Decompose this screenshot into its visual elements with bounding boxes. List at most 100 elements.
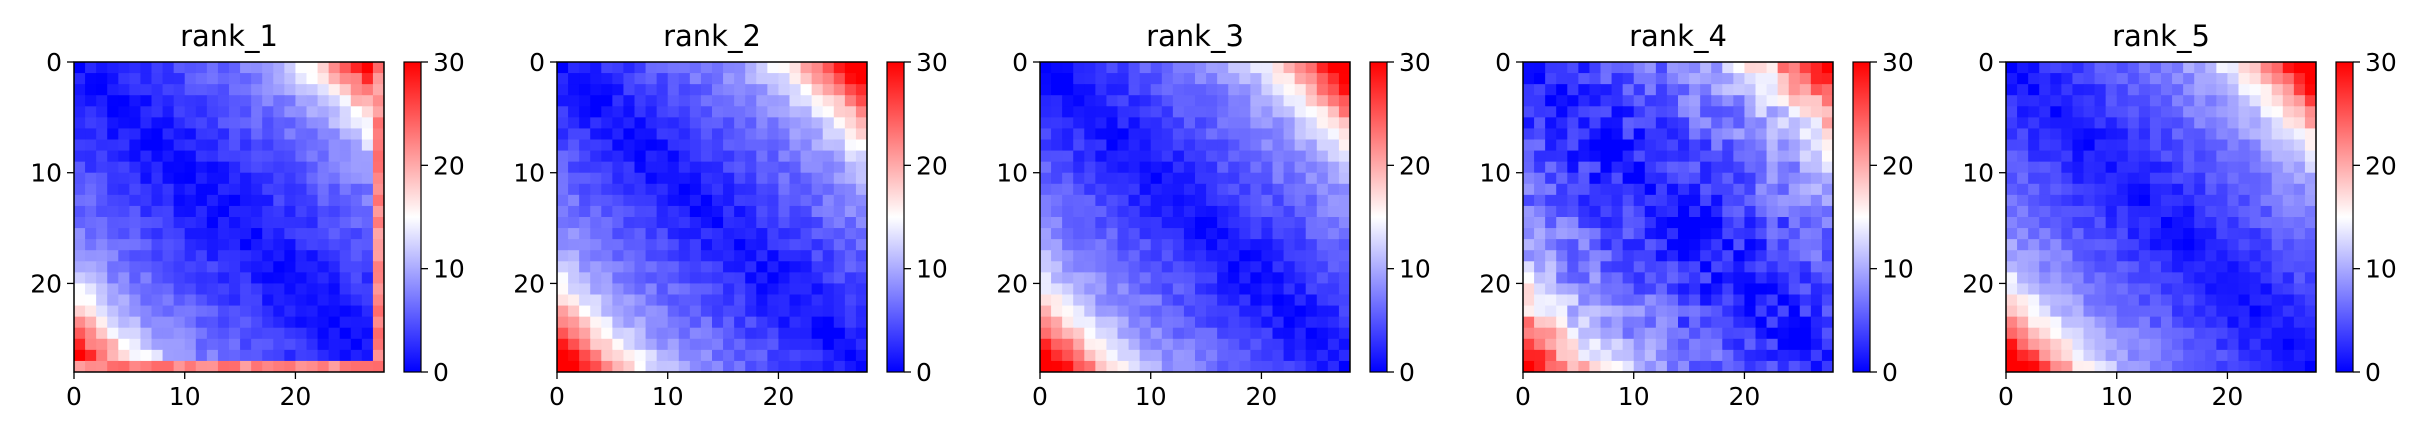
heatmap-cell — [1556, 360, 1568, 373]
heatmap-cell — [284, 283, 296, 295]
heatmap-cell — [1172, 338, 1185, 351]
heatmap-cell — [1294, 183, 1307, 196]
heatmap-cell — [689, 117, 702, 129]
heatmap-cell — [295, 183, 307, 196]
heatmap-cell — [206, 360, 219, 373]
heatmap-cell — [2105, 161, 2118, 174]
heatmap-cell — [634, 106, 647, 118]
heatmap-cell — [1567, 150, 1579, 163]
heatmap-cell — [1128, 183, 1141, 196]
heatmap-cell — [2194, 205, 2206, 218]
heatmap-cell — [1051, 305, 1063, 318]
heatmap-cell — [2194, 228, 2206, 240]
heatmap-cell — [623, 73, 635, 85]
heatmap-cell — [295, 150, 307, 163]
heatmap-cell — [306, 84, 319, 96]
heatmap-cell — [1228, 338, 1240, 351]
heatmap-cell — [1206, 205, 1218, 218]
heatmap-cell — [1172, 217, 1185, 229]
heatmap-cell — [723, 305, 735, 318]
heatmap-cell — [328, 62, 341, 74]
heatmap-cell — [140, 239, 152, 251]
heatmap-cell — [1239, 261, 1251, 273]
heatmap-cell — [1095, 294, 1107, 307]
heatmap-cell — [1172, 228, 1185, 240]
heatmap-cell — [2138, 228, 2151, 240]
heatmap-cell — [656, 228, 669, 240]
heatmap-cell — [295, 217, 307, 229]
heatmap-cell — [1040, 261, 1052, 273]
heatmap-cell — [162, 194, 175, 207]
heatmap-cell — [306, 172, 319, 185]
heatmap-cell — [1600, 139, 1613, 152]
heatmap-cell — [2006, 283, 2018, 295]
heatmap-cell — [723, 217, 735, 229]
heatmap-cell — [557, 205, 569, 218]
heatmap-cell — [1084, 294, 1096, 307]
heatmap-cell — [1689, 183, 1701, 196]
heatmap-cell — [295, 194, 307, 207]
heatmap-cell — [1700, 228, 1712, 240]
heatmap-cell — [2017, 139, 2029, 152]
heatmap-cell — [273, 205, 285, 218]
heatmap-cell — [1733, 194, 1745, 207]
heatmap-cell — [700, 228, 713, 240]
heatmap-cell — [568, 106, 580, 118]
heatmap-cell — [1777, 250, 1790, 262]
heatmap-cell — [1139, 305, 1152, 318]
heatmap-cell — [2105, 205, 2118, 218]
heatmap-cell — [590, 128, 602, 140]
heatmap-cell — [1523, 327, 1535, 340]
heatmap-cell — [195, 128, 208, 140]
heatmap-cell — [217, 73, 230, 85]
heatmap-cell — [74, 316, 86, 329]
heatmap-cell — [1600, 217, 1613, 229]
heatmap-cell — [1733, 183, 1745, 196]
heatmap-cell — [844, 106, 857, 118]
heatmap-cell — [184, 217, 197, 229]
heatmap-cell — [2072, 84, 2084, 96]
heatmap-cell — [1338, 194, 1351, 207]
heatmap-cell — [1777, 228, 1790, 240]
heatmap-cell — [1622, 183, 1635, 196]
heatmap-cell — [1567, 217, 1579, 229]
heatmap-cell — [1633, 316, 1646, 329]
heatmap-cell — [590, 338, 602, 351]
heatmap-cell — [700, 106, 713, 118]
heatmap-cell — [656, 261, 669, 273]
heatmap-cell — [678, 360, 691, 373]
heatmap-cell — [689, 205, 702, 218]
heatmap-cell — [1733, 272, 1745, 284]
heatmap-cell — [273, 183, 285, 196]
heatmap-cell — [1327, 150, 1340, 163]
heatmap-cell — [734, 106, 746, 118]
heatmap-cell — [2083, 217, 2096, 229]
heatmap-cell — [844, 150, 857, 163]
heatmap-cell — [1338, 84, 1351, 96]
heatmap-cell — [273, 139, 285, 152]
heatmap-cell — [2161, 327, 2173, 340]
heatmap-cell — [1183, 95, 1196, 107]
heatmap-cell — [1644, 62, 1657, 74]
heatmap-cell — [361, 283, 374, 295]
heatmap-cell — [2172, 84, 2184, 96]
heatmap-cell — [1700, 128, 1712, 140]
heatmap-cell — [1799, 84, 1812, 96]
heatmap-cell — [1161, 261, 1174, 273]
heatmap-cell — [1534, 239, 1546, 251]
heatmap-cell — [745, 228, 757, 240]
heatmap-cell — [1689, 95, 1701, 107]
heatmap-cell — [1523, 228, 1535, 240]
heatmap-cell — [2227, 250, 2239, 262]
heatmap-cell — [2172, 183, 2184, 196]
heatmap-cell — [229, 150, 241, 163]
heatmap-cell — [1040, 327, 1052, 340]
heatmap-cell — [372, 194, 385, 207]
heatmap-cell — [96, 95, 108, 107]
heatmap-cell — [2304, 272, 2317, 284]
heatmap-cell — [2006, 217, 2018, 229]
heatmap-cell — [1600, 349, 1613, 362]
heatmap-cell — [2183, 194, 2195, 207]
heatmap-cell — [822, 217, 835, 229]
